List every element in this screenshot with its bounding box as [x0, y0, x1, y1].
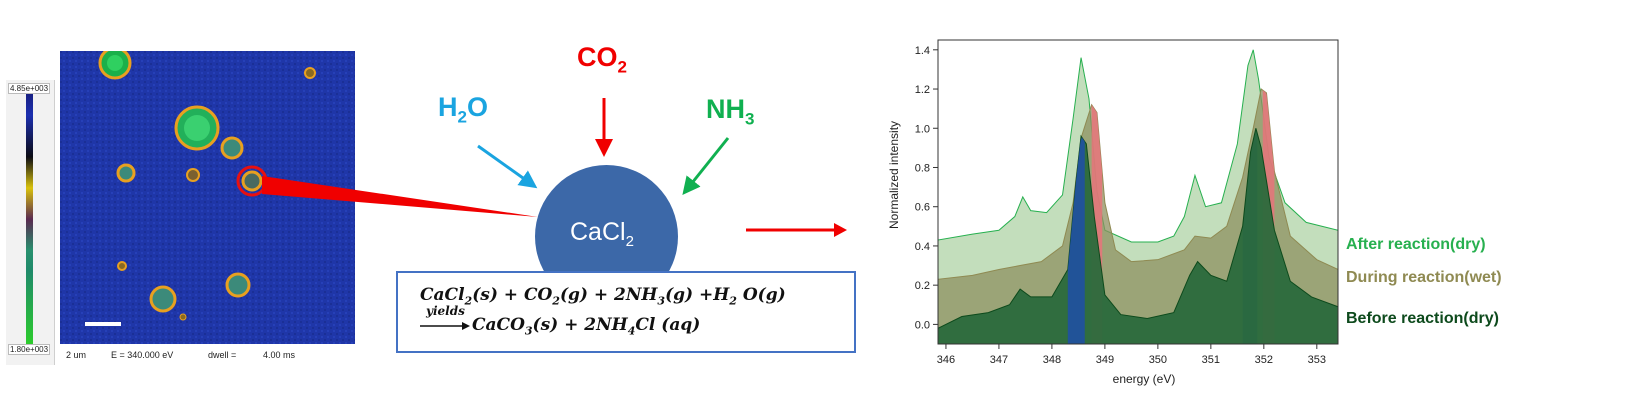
equation-yields-arrow	[420, 322, 470, 330]
x-axis-ticks: 346 347 348 349 350 351 352 353	[937, 344, 1326, 366]
equation-line-1: CaCl2(s) + CO2(g) + 2NH3(g) +H2 O(g)	[420, 285, 786, 308]
colorbar	[26, 84, 33, 344]
scale-bar	[85, 322, 121, 326]
co2-label: CO2	[577, 42, 627, 77]
legend-before-reaction: Before reaction(dry)	[1346, 310, 1499, 327]
dwell-value: 4.00 ms	[263, 350, 296, 360]
legend-after-reaction: After reaction(dry)	[1346, 236, 1486, 253]
x-tick-label: 350	[1149, 354, 1167, 366]
x-tick-label: 346	[937, 354, 955, 366]
x-tick-label: 352	[1255, 354, 1273, 366]
energy-readout: E = 340.000 eV	[111, 350, 174, 360]
h2o-arrow	[477, 144, 538, 189]
x-tick-label: 347	[990, 354, 1008, 366]
particle-group	[98, 46, 316, 321]
colorbar-max-label: 4.85e+003	[8, 83, 51, 94]
x-tick-label: 349	[1096, 354, 1114, 366]
y-tick-label: 0.4	[915, 241, 930, 253]
spectrum-chart: 346 347 348 349 350 351 352 353 0.0 0.2 0.4 0.6 0.8…	[887, 39, 1339, 386]
x-tick-label: 348	[1043, 354, 1061, 366]
dwell-label: dwell =	[208, 350, 237, 360]
zoom-wedge	[262, 176, 538, 217]
y-tick-label: 1.2	[915, 84, 930, 96]
plot-border	[937, 39, 1339, 345]
h2o-label: H2O	[438, 92, 488, 127]
x-tick-label: 353	[1308, 354, 1326, 366]
legend-during-reaction: During reaction(wet)	[1346, 269, 1502, 286]
y-tick-label: 1.4	[915, 45, 930, 57]
series-area-2	[937, 128, 1339, 345]
y-tick-label: 0.8	[915, 162, 930, 174]
equation-yields-label: yields	[426, 304, 465, 318]
nh3-label: NH3	[706, 94, 755, 129]
equation-box	[396, 271, 856, 353]
y-tick-label: 0.6	[915, 202, 930, 214]
y-tick-label: 1.0	[915, 123, 930, 135]
y-axis-label: Normalized intensity	[887, 121, 901, 229]
y-axis-ticks: 0.0 0.2 0.4 0.6 0.8 1.0 1.2 1.4	[915, 45, 938, 331]
nh3-arrow	[682, 137, 730, 196]
y-tick-label: 0.0	[915, 319, 930, 331]
x-tick-label: 351	[1202, 354, 1220, 366]
peak-highlight-0	[1067, 137, 1085, 344]
scale-label: 2 um	[66, 350, 87, 360]
equation-line-2: CaCO3(s) + 2NH4Cl (aq)	[472, 315, 701, 338]
colorbar-min-label: 1.80e+003	[8, 344, 51, 355]
y-tick-label: 0.2	[915, 280, 930, 292]
plot-frame	[937, 39, 1339, 345]
cacl2-label: CaCl2	[570, 218, 634, 250]
x-axis-label: energy (eV)	[1113, 372, 1176, 386]
to-spectrum-arrow-head	[746, 223, 847, 237]
plot-areas	[937, 49, 1339, 345]
